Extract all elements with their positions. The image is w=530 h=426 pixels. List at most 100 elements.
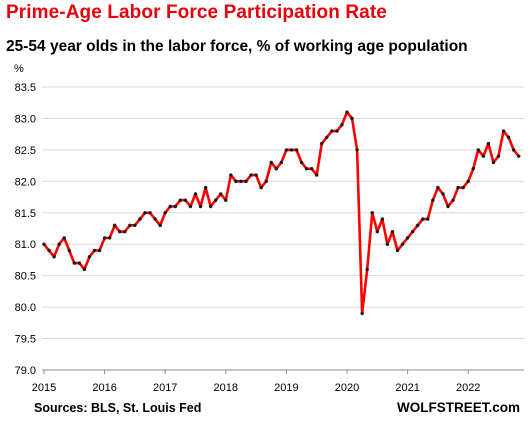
data-point <box>517 154 521 158</box>
data-point <box>198 204 203 209</box>
data-point <box>67 248 71 253</box>
data-point <box>390 229 395 234</box>
data-point <box>143 211 147 215</box>
data-point <box>133 223 137 228</box>
x-tick-label: 2021 <box>395 382 419 394</box>
data-point <box>123 229 127 234</box>
x-tick-label: 2016 <box>92 382 116 394</box>
data-point <box>491 160 496 165</box>
data-point <box>97 248 102 253</box>
data-point <box>118 229 122 234</box>
data-point <box>239 179 243 184</box>
x-tick-label: 2017 <box>153 382 177 394</box>
data-point <box>279 160 284 165</box>
data-point <box>466 179 470 184</box>
y-tick-label: 79.0 <box>15 365 36 377</box>
data-point <box>173 204 177 209</box>
data-point <box>254 173 258 177</box>
data-point <box>446 204 450 209</box>
y-tick-labels: 83.5 83.0 82.5 82.0 81.5 81.0 80.5 80.0 79.5 79.0 <box>15 82 36 377</box>
x-tick-label: 2019 <box>274 382 298 394</box>
data-point <box>264 179 268 184</box>
data-point <box>138 217 142 221</box>
data-point <box>57 242 61 246</box>
data-point <box>87 255 92 259</box>
data-point <box>496 154 501 158</box>
y-tick-label: 83.0 <box>15 113 36 125</box>
y-axis-unit: % <box>14 63 24 75</box>
data-point <box>451 198 455 202</box>
data-point <box>107 236 112 240</box>
data-point <box>224 198 228 202</box>
x-tick-label: 2018 <box>214 382 238 394</box>
data-point <box>315 173 319 177</box>
data-point <box>350 116 354 121</box>
data-point <box>72 261 77 265</box>
data-point <box>506 135 511 140</box>
data-point <box>163 211 167 215</box>
data-point <box>416 223 420 228</box>
data-point <box>234 179 238 184</box>
data-point <box>188 204 193 209</box>
y-tick-label: 82.0 <box>15 176 36 188</box>
y-tick-label: 80.5 <box>15 271 36 283</box>
data-point <box>102 236 107 240</box>
data-point <box>193 192 198 196</box>
data-point <box>229 173 233 177</box>
data-point <box>410 229 415 234</box>
data-point <box>168 204 172 209</box>
y-tick-label: 79.5 <box>15 334 36 346</box>
x-tick-label: 2022 <box>456 382 480 394</box>
y-tick-label: 80.0 <box>15 302 36 314</box>
data-point <box>320 141 324 146</box>
data-point <box>405 236 410 240</box>
source-note: Sources: BLS, St. Louis Fed <box>34 401 202 415</box>
data-point <box>294 148 299 152</box>
data-point <box>431 198 435 202</box>
data-point <box>153 217 157 221</box>
data-point <box>128 223 132 228</box>
data-point <box>244 179 248 184</box>
data-point <box>82 267 87 272</box>
data-point <box>486 141 491 146</box>
data-point <box>476 148 480 152</box>
data-point <box>178 198 183 202</box>
data-point <box>47 248 51 253</box>
data-point <box>421 217 425 221</box>
data-point <box>269 160 273 165</box>
data-point <box>340 123 344 127</box>
data-point <box>183 198 188 202</box>
data-point <box>511 148 516 152</box>
data-point <box>456 185 460 190</box>
data-point <box>355 148 359 152</box>
data-point <box>42 242 46 246</box>
data-point <box>62 236 66 240</box>
data-point <box>274 167 278 171</box>
data-point <box>345 110 349 114</box>
x-tick-label: 2015 <box>32 382 56 394</box>
data-point <box>441 192 445 196</box>
data-point <box>52 255 56 259</box>
data-point <box>148 211 152 215</box>
data-point <box>208 204 213 209</box>
data-point <box>400 242 405 246</box>
data-point <box>219 192 223 196</box>
series-markers <box>42 110 521 316</box>
data-point <box>113 223 117 228</box>
data-point <box>426 217 430 221</box>
data-point <box>370 211 374 215</box>
data-point <box>365 267 369 272</box>
chart-title: Prime-Age Labor Force Participation Rate <box>6 2 387 23</box>
data-point <box>203 185 208 190</box>
chart-subtitle: 25-54 year olds in the labor force, % of… <box>6 38 468 55</box>
data-point <box>335 129 339 133</box>
y-tick-label: 82.5 <box>15 145 36 157</box>
data-point <box>158 223 162 228</box>
data-point <box>214 198 218 202</box>
data-point <box>289 148 294 152</box>
y-tick-label: 81.0 <box>15 239 36 251</box>
x-tick-labels: 2015 2016 2017 2018 2019 2020 2021 2022 <box>32 382 481 394</box>
data-point <box>436 185 440 190</box>
data-point <box>304 167 309 171</box>
